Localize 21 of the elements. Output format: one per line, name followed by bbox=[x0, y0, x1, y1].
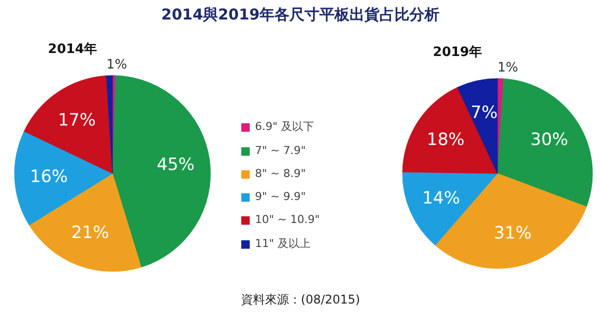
data-label: 14% bbox=[422, 188, 460, 209]
data-label: 16% bbox=[30, 166, 68, 187]
legend-label: 10" ~ 10.9" bbox=[255, 213, 320, 226]
data-label: 17% bbox=[58, 110, 96, 131]
legend-label: 7" ~ 7.9" bbox=[255, 144, 306, 157]
data-label: 21% bbox=[71, 223, 109, 244]
chart-subtitle: 2014年 bbox=[48, 42, 98, 57]
data-label: 30% bbox=[530, 130, 568, 150]
legend-label: 6.9" 及以下 bbox=[255, 119, 314, 134]
data-label: 1% bbox=[106, 58, 128, 72]
chart-subtitle: 2019年 bbox=[432, 45, 482, 60]
data-label: 45% bbox=[156, 155, 195, 176]
data-label: 7% bbox=[470, 103, 498, 124]
data-label: 18% bbox=[426, 130, 465, 150]
chart-title: 2014與2019年各尺寸平板出貨占比分析 bbox=[161, 6, 440, 24]
legend-label: 8" ~ 8.9" bbox=[255, 167, 306, 180]
data-label: 1% bbox=[497, 60, 518, 76]
legend-label: 11" 及以上 bbox=[255, 236, 311, 251]
source-note: 資料來源：(08/2015) bbox=[240, 292, 360, 306]
data-label: 31% bbox=[494, 223, 532, 244]
legend-label: 9" ~ 9.9" bbox=[255, 190, 306, 203]
